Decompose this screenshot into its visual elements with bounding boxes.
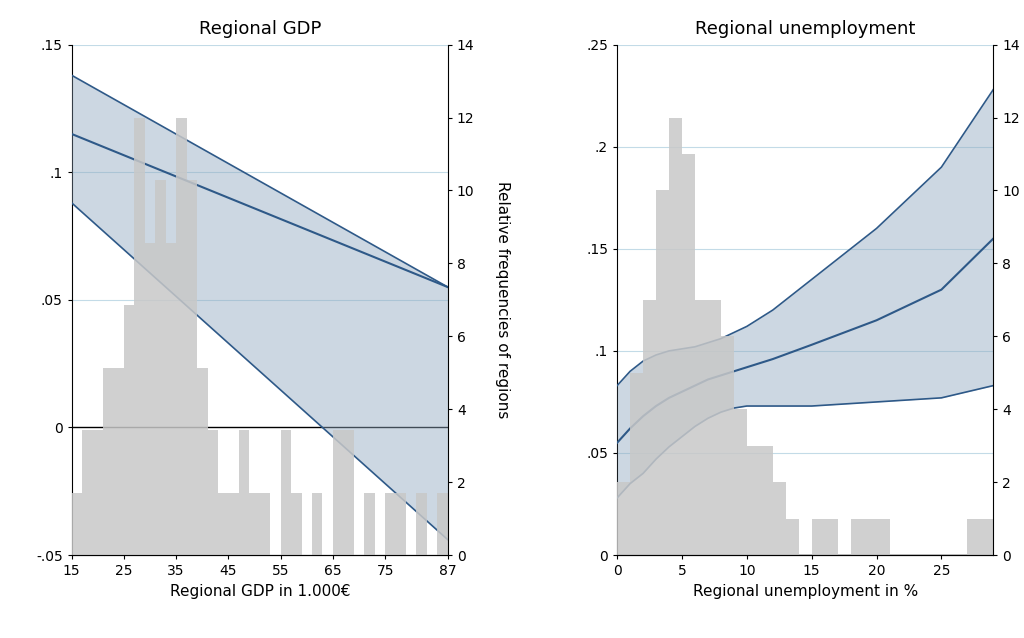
Bar xyxy=(656,191,669,555)
Bar xyxy=(312,493,323,555)
Bar xyxy=(746,446,760,555)
Bar xyxy=(239,430,249,555)
Title: Regional GDP: Regional GDP xyxy=(199,20,321,38)
Bar xyxy=(333,430,343,555)
Bar xyxy=(863,519,877,555)
Bar xyxy=(156,180,166,555)
Bar xyxy=(630,373,643,555)
Bar xyxy=(166,242,176,555)
Bar xyxy=(134,117,144,555)
Bar xyxy=(343,430,354,555)
Bar xyxy=(812,519,824,555)
Y-axis label: Relative frequencies of regions: Relative frequencies of regions xyxy=(496,181,510,419)
Bar xyxy=(695,300,708,555)
Bar xyxy=(437,493,447,555)
Bar xyxy=(708,300,721,555)
Bar xyxy=(197,367,208,555)
Bar xyxy=(176,117,186,555)
Bar xyxy=(103,367,114,555)
Bar xyxy=(682,154,695,555)
Bar xyxy=(734,409,746,555)
Bar xyxy=(260,493,270,555)
Bar xyxy=(417,493,427,555)
Bar xyxy=(851,519,863,555)
Bar xyxy=(877,519,890,555)
Bar xyxy=(249,493,260,555)
Bar xyxy=(617,482,630,555)
Bar xyxy=(669,117,682,555)
Bar xyxy=(721,336,734,555)
Bar xyxy=(824,519,838,555)
Bar xyxy=(385,493,395,555)
X-axis label: Regional unemployment in %: Regional unemployment in % xyxy=(692,584,918,598)
Bar xyxy=(144,242,156,555)
Bar xyxy=(785,519,799,555)
Bar xyxy=(291,493,301,555)
Bar xyxy=(365,493,375,555)
Bar xyxy=(980,519,993,555)
Bar xyxy=(773,482,785,555)
Bar xyxy=(114,367,124,555)
Bar xyxy=(92,430,103,555)
Bar xyxy=(82,430,92,555)
Title: Regional unemployment: Regional unemployment xyxy=(695,20,915,38)
Bar xyxy=(395,493,407,555)
Bar xyxy=(72,493,82,555)
Bar xyxy=(208,430,218,555)
Bar xyxy=(760,446,773,555)
Bar xyxy=(643,300,656,555)
Bar xyxy=(186,180,197,555)
X-axis label: Regional GDP in 1.000€: Regional GDP in 1.000€ xyxy=(170,584,350,598)
Bar xyxy=(218,493,228,555)
Bar xyxy=(124,305,134,555)
Bar xyxy=(281,430,291,555)
Bar xyxy=(968,519,980,555)
Bar xyxy=(228,493,239,555)
